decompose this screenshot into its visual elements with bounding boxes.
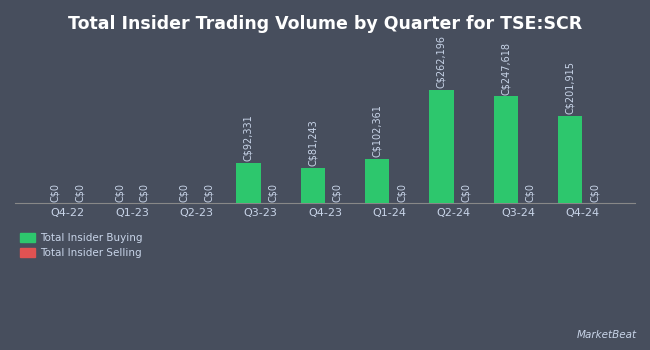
Bar xyxy=(429,90,454,203)
Text: C$92,331: C$92,331 xyxy=(244,115,254,161)
Text: C$0: C$0 xyxy=(139,183,150,202)
Text: C$0: C$0 xyxy=(75,183,85,202)
Text: C$102,361: C$102,361 xyxy=(372,104,382,157)
Text: C$262,196: C$262,196 xyxy=(436,35,447,89)
Text: C$0: C$0 xyxy=(525,183,535,202)
Legend: Total Insider Buying, Total Insider Selling: Total Insider Buying, Total Insider Sell… xyxy=(20,233,142,258)
Text: C$0: C$0 xyxy=(115,183,125,202)
Text: C$0: C$0 xyxy=(203,183,214,202)
Bar xyxy=(558,116,582,203)
Text: C$81,243: C$81,243 xyxy=(308,119,318,166)
Text: C$0: C$0 xyxy=(179,183,189,202)
Text: C$0: C$0 xyxy=(332,183,342,202)
Text: C$0: C$0 xyxy=(396,183,406,202)
Text: C$0: C$0 xyxy=(461,183,471,202)
Bar xyxy=(493,97,518,203)
Text: C$201,915: C$201,915 xyxy=(565,61,575,114)
Bar xyxy=(300,168,325,203)
Bar xyxy=(236,163,261,203)
Text: C$247,618: C$247,618 xyxy=(500,42,511,95)
Text: MarketBeat: MarketBeat xyxy=(577,329,637,340)
Bar xyxy=(365,159,389,203)
Text: C$0: C$0 xyxy=(51,183,60,202)
Text: C$0: C$0 xyxy=(590,183,599,202)
Title: Total Insider Trading Volume by Quarter for TSE:SCR: Total Insider Trading Volume by Quarter … xyxy=(68,15,582,33)
Text: C$0: C$0 xyxy=(268,183,278,202)
